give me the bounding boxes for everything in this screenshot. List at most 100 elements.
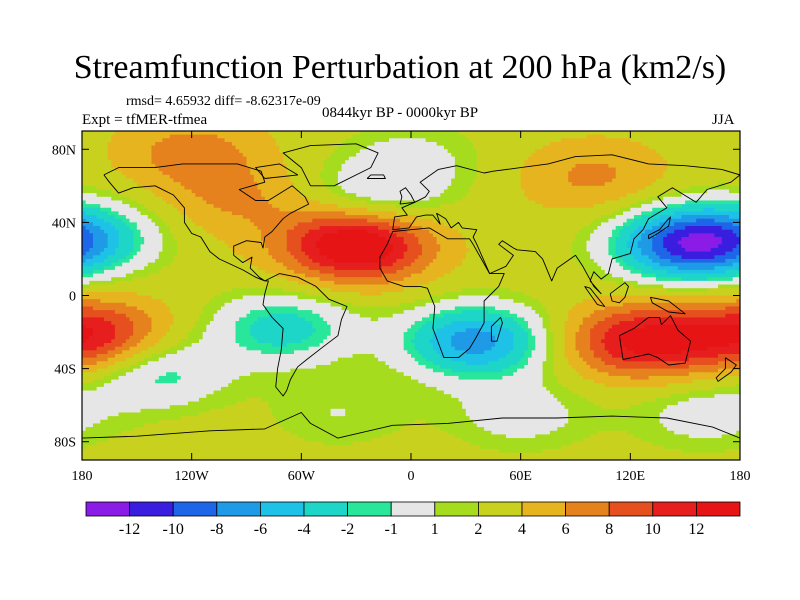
field-cell — [89, 163, 94, 169]
field-cell — [370, 226, 375, 231]
field-cell — [209, 138, 215, 143]
field-cell — [315, 145, 321, 150]
field-cell — [96, 145, 101, 150]
field-cell — [454, 226, 460, 231]
field-cell — [542, 211, 547, 216]
field-cell — [652, 182, 657, 187]
field-cell — [535, 167, 540, 172]
field-cell — [374, 215, 379, 220]
field-cell — [133, 200, 138, 205]
field-cell — [173, 204, 178, 209]
field-cell — [721, 160, 726, 165]
field-cell — [158, 138, 163, 143]
field-cell — [480, 207, 485, 212]
field-cell — [491, 174, 496, 180]
field-cell — [261, 131, 266, 136]
field-cell — [692, 138, 697, 143]
field-cell — [729, 131, 734, 136]
field-cell — [480, 178, 485, 183]
field-cell — [400, 167, 405, 172]
field-cell — [166, 131, 171, 136]
field-cell — [586, 200, 591, 205]
field-cell — [118, 185, 123, 190]
field-cell — [330, 167, 335, 172]
field-cell — [615, 167, 620, 172]
field-cell — [436, 222, 441, 227]
field-cell — [96, 193, 101, 198]
field-cell — [710, 222, 715, 227]
field-cell — [180, 138, 185, 143]
field-cell — [509, 207, 514, 212]
field-cell — [546, 193, 551, 198]
field-cell — [473, 215, 478, 220]
field-cell — [356, 182, 361, 187]
field-cell — [473, 145, 478, 150]
field-cell — [425, 189, 430, 194]
field-cell — [429, 218, 434, 223]
field-cell — [334, 171, 339, 176]
field-cell — [294, 145, 299, 150]
field-cell — [385, 138, 390, 143]
field-cell — [608, 131, 613, 136]
field-cell — [312, 189, 317, 194]
field-cell — [82, 134, 87, 139]
field-cell — [546, 182, 551, 187]
field-cell — [582, 145, 587, 150]
field-cell — [542, 200, 547, 205]
field-cell — [480, 185, 485, 190]
field-cell — [144, 218, 149, 223]
field-cell — [272, 226, 277, 231]
field-cell — [257, 171, 262, 176]
field-cell — [670, 204, 675, 209]
field-cell — [637, 171, 642, 176]
field-cell — [202, 152, 207, 158]
field-cell — [151, 222, 156, 227]
field-cell — [367, 185, 372, 190]
field-cell — [531, 141, 536, 147]
field-cell — [718, 185, 723, 190]
field-cell — [454, 182, 460, 187]
field-cell — [714, 182, 719, 187]
field-cell — [659, 189, 664, 194]
field-cell — [140, 218, 145, 223]
field-cell — [564, 171, 569, 176]
field-cell — [195, 200, 200, 205]
field-cell — [334, 163, 339, 169]
field-cell — [367, 196, 372, 201]
field-cell — [604, 193, 609, 198]
field-cell — [217, 189, 222, 194]
field-cell — [513, 145, 518, 150]
field-cell — [155, 152, 160, 158]
field-cell — [535, 145, 540, 150]
field-cell — [85, 171, 90, 176]
field-cell — [418, 156, 423, 161]
field-cell — [681, 189, 686, 194]
field-cell — [721, 193, 726, 198]
field-cell — [513, 215, 518, 220]
field-cell — [188, 141, 193, 147]
field-cell — [458, 174, 463, 180]
field-cell — [685, 207, 690, 212]
field-cell — [670, 145, 675, 150]
field-cell — [699, 171, 704, 176]
field-cell — [736, 178, 740, 183]
field-cell — [531, 222, 536, 227]
field-cell — [491, 196, 496, 201]
field-cell — [612, 174, 617, 180]
field-cell — [392, 134, 397, 139]
field-cell — [524, 193, 529, 198]
field-cell — [710, 226, 715, 231]
field-cell — [396, 160, 401, 165]
field-cell — [184, 138, 189, 143]
field-cell — [462, 218, 467, 223]
field-cell — [100, 167, 105, 172]
field-cell — [513, 149, 518, 154]
field-cell — [674, 156, 679, 161]
field-cell — [707, 189, 712, 194]
field-cell — [122, 185, 127, 190]
field-cell — [564, 163, 569, 169]
field-cell — [147, 189, 152, 194]
field-cell — [520, 226, 525, 231]
field-cell — [579, 226, 584, 231]
field-cell — [718, 215, 723, 220]
